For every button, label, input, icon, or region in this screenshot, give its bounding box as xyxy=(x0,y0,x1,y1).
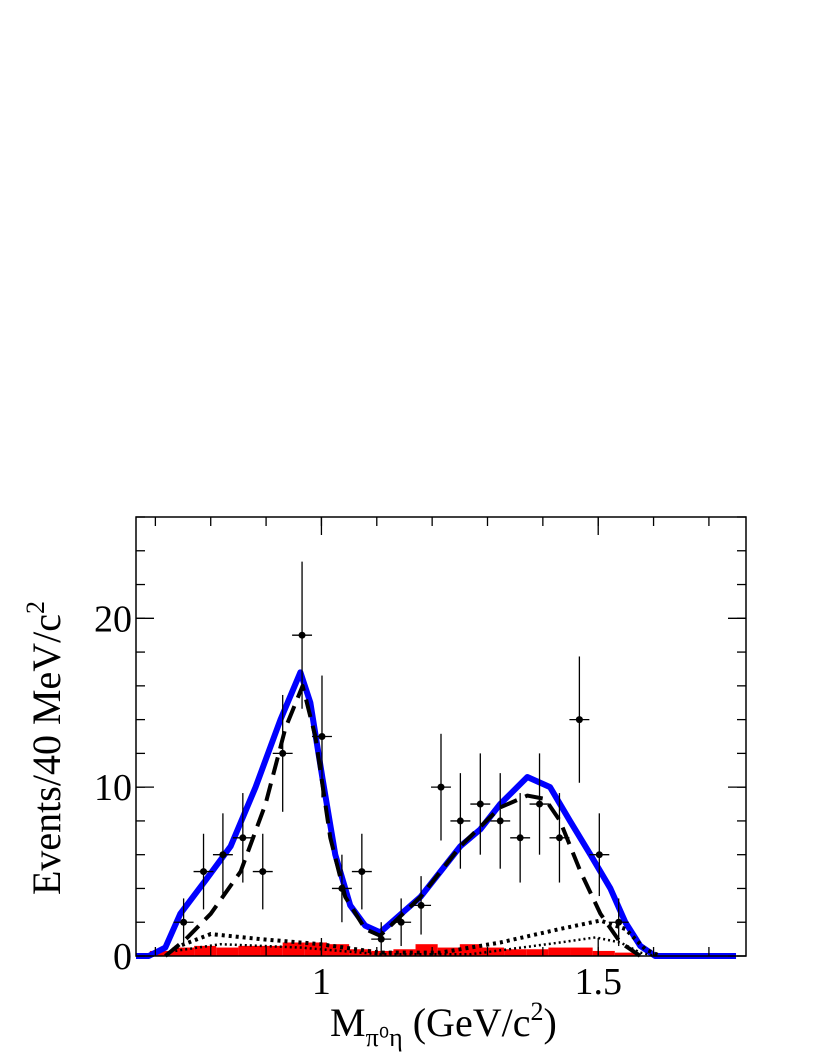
histogram-bar xyxy=(282,942,305,956)
histogram-bar xyxy=(614,952,637,956)
data-point xyxy=(318,733,326,740)
histogram-bar xyxy=(171,947,195,956)
x-tick-label: 1.5 xyxy=(574,961,622,1003)
histogram-bar xyxy=(592,950,615,956)
data-point xyxy=(338,884,346,892)
fit-curve xyxy=(175,936,656,958)
data-point xyxy=(200,868,208,876)
data-point xyxy=(476,800,484,808)
x-title-sup: 2 xyxy=(530,997,543,1026)
data-point xyxy=(377,935,385,943)
data-point xyxy=(298,631,306,639)
data-point xyxy=(516,834,524,842)
histogram-bar xyxy=(526,949,549,956)
data-point xyxy=(239,834,247,842)
histogram-bar xyxy=(216,947,239,956)
plot-frame xyxy=(135,516,747,957)
histogram-bar xyxy=(326,944,350,956)
x-title-main: M xyxy=(330,1000,366,1045)
data-point xyxy=(437,783,445,791)
histogram-bar xyxy=(548,947,571,956)
histogram-bar xyxy=(194,945,217,956)
y-axis-title: Events/40 MeV/c2 xyxy=(21,601,69,895)
data-point xyxy=(180,918,188,926)
data-point xyxy=(279,749,287,757)
x-title-sub: π⁰η xyxy=(366,1023,403,1052)
data-point xyxy=(397,918,405,926)
data-point xyxy=(615,918,623,926)
fit-curve xyxy=(164,683,642,958)
data-point xyxy=(595,851,603,859)
data-point xyxy=(536,800,544,808)
histogram-bar xyxy=(149,950,172,956)
data-point xyxy=(417,901,425,909)
histogram-bar xyxy=(415,944,438,956)
data-point xyxy=(496,817,504,825)
histogram-bar xyxy=(570,947,593,956)
histogram-bar xyxy=(437,947,460,956)
fit-curve xyxy=(174,918,662,958)
x-title-rest: (GeV/c xyxy=(403,1000,531,1045)
histogram-bar xyxy=(260,945,283,956)
y-tick-label: 0 xyxy=(113,936,132,978)
data-point xyxy=(358,868,366,876)
data-point xyxy=(575,716,583,724)
y-tick-label: 10 xyxy=(94,767,132,809)
histogram-bar xyxy=(238,945,261,956)
y-title-sup: 2 xyxy=(21,601,50,614)
data-point xyxy=(259,868,267,876)
y-title-main: Events/40 MeV/c xyxy=(24,614,69,895)
fit-curve xyxy=(136,669,737,959)
y-tick-label: 20 xyxy=(94,598,132,640)
histogram-bar xyxy=(481,947,505,956)
x-tick-label: 1 xyxy=(312,961,331,1003)
data-point xyxy=(456,817,464,825)
data-point xyxy=(219,851,227,859)
histogram-bar xyxy=(459,944,482,956)
histogram-bar xyxy=(504,949,527,956)
x-axis-title: Mπ⁰η (GeV/c2) xyxy=(330,997,557,1052)
data-point xyxy=(555,834,563,842)
x-title-end: ) xyxy=(543,1000,556,1045)
